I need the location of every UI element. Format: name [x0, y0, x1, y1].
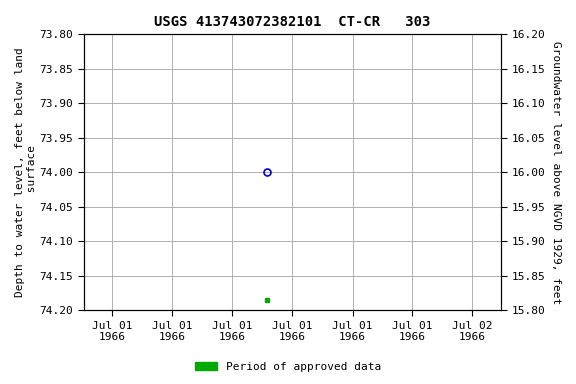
Title: USGS 413743072382101  CT-CR   303: USGS 413743072382101 CT-CR 303: [154, 15, 431, 29]
Y-axis label: Depth to water level, feet below land
 surface: Depth to water level, feet below land su…: [15, 47, 37, 297]
Legend: Period of approved data: Period of approved data: [191, 358, 385, 377]
Y-axis label: Groundwater level above NGVD 1929, feet: Groundwater level above NGVD 1929, feet: [551, 41, 561, 304]
